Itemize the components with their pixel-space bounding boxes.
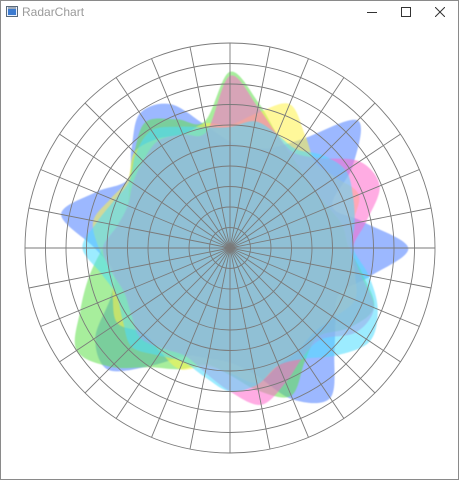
radar-spoke-16 xyxy=(229,247,271,450)
radar-chart xyxy=(24,42,436,454)
radar-spoke-26 xyxy=(28,207,231,249)
radar-spoke-19 xyxy=(151,247,231,438)
radar-spoke-32 xyxy=(189,46,231,249)
app-icon xyxy=(6,6,18,17)
radar-spoke-11 xyxy=(229,247,420,327)
minimize-button[interactable] xyxy=(355,1,389,23)
radar-spoke-22 xyxy=(59,247,231,363)
radar-spoke-30 xyxy=(115,77,231,249)
window-title: RadarChart xyxy=(22,5,85,19)
radar-spoke-6 xyxy=(229,133,401,249)
title-bar[interactable]: RadarChart xyxy=(1,1,458,23)
radar-spoke-31 xyxy=(151,58,231,249)
radar-spoke-14 xyxy=(229,247,345,419)
radar-spoke-28 xyxy=(59,133,231,249)
radar-spoke-27 xyxy=(40,169,231,249)
radar-spoke-8 xyxy=(229,207,432,249)
radar-spoke-3 xyxy=(229,58,309,249)
radar-spoke-18 xyxy=(189,247,231,450)
maximize-button[interactable] xyxy=(389,1,423,23)
radar-spoke-4 xyxy=(229,77,345,249)
radar-spoke-13 xyxy=(229,247,376,394)
radar-spoke-10 xyxy=(229,247,432,289)
radar-grid xyxy=(24,42,436,454)
close-icon xyxy=(435,7,445,17)
minimize-icon xyxy=(367,12,377,13)
radar-spoke-23 xyxy=(40,247,231,327)
radar-spoke-15 xyxy=(229,247,309,438)
radar-spoke-2 xyxy=(229,46,271,249)
close-button[interactable] xyxy=(423,1,457,23)
radar-spoke-29 xyxy=(84,102,231,249)
radar-spoke-5 xyxy=(229,102,376,249)
maximize-icon xyxy=(401,7,411,17)
radar-spoke-12 xyxy=(229,247,401,363)
radar-spoke-20 xyxy=(115,247,231,419)
radar-spoke-7 xyxy=(229,169,420,249)
radar-spoke-24 xyxy=(28,247,231,289)
radar-spoke-21 xyxy=(84,247,231,394)
